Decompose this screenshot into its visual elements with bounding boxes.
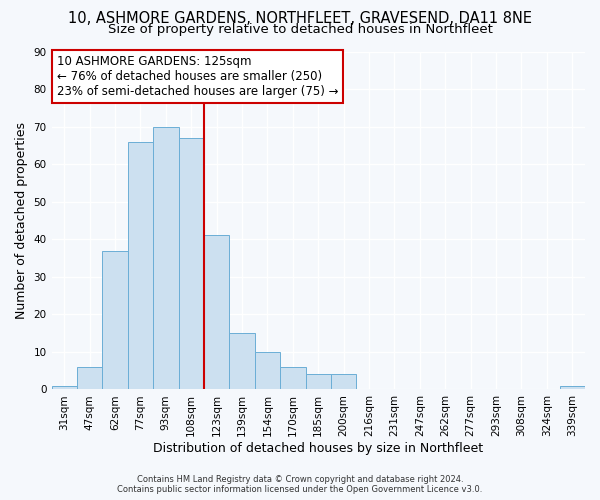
X-axis label: Distribution of detached houses by size in Northfleet: Distribution of detached houses by size … <box>153 442 484 455</box>
Y-axis label: Number of detached properties: Number of detached properties <box>15 122 28 319</box>
Bar <box>103 250 128 390</box>
Bar <box>255 352 280 390</box>
Text: Contains HM Land Registry data © Crown copyright and database right 2024.
Contai: Contains HM Land Registry data © Crown c… <box>118 474 482 494</box>
Text: 10, ASHMORE GARDENS, NORTHFLEET, GRAVESEND, DA11 8NE: 10, ASHMORE GARDENS, NORTHFLEET, GRAVESE… <box>68 11 532 26</box>
Bar <box>204 236 229 390</box>
Bar <box>229 333 255 390</box>
Bar <box>280 367 305 390</box>
Text: Size of property relative to detached houses in Northfleet: Size of property relative to detached ho… <box>107 22 493 36</box>
Bar <box>52 386 77 390</box>
Bar <box>153 126 179 390</box>
Bar <box>77 367 103 390</box>
Bar <box>560 386 585 390</box>
Bar <box>331 374 356 390</box>
Text: 10 ASHMORE GARDENS: 125sqm
← 76% of detached houses are smaller (250)
23% of sem: 10 ASHMORE GARDENS: 125sqm ← 76% of deta… <box>57 55 338 98</box>
Bar <box>179 138 204 390</box>
Bar <box>128 142 153 390</box>
Bar <box>305 374 331 390</box>
